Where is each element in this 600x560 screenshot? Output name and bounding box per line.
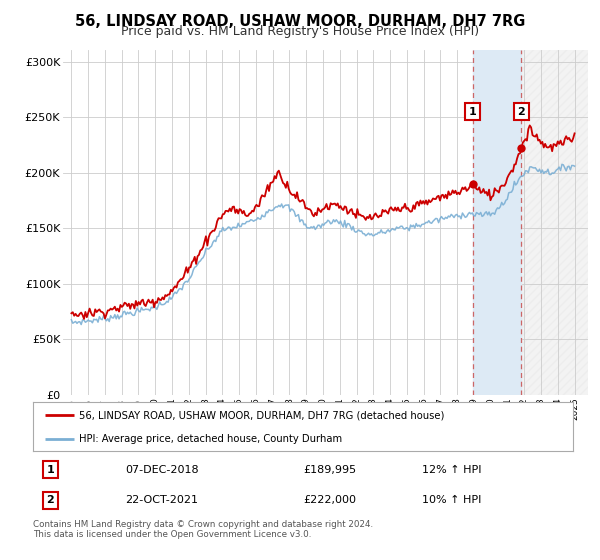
Text: 07-DEC-2018: 07-DEC-2018 [125,465,199,475]
Text: £189,995: £189,995 [303,465,356,475]
Text: Price paid vs. HM Land Registry's House Price Index (HPI): Price paid vs. HM Land Registry's House … [121,25,479,38]
Text: 22-OCT-2021: 22-OCT-2021 [125,495,198,505]
Text: HPI: Average price, detached house, County Durham: HPI: Average price, detached house, Coun… [79,433,342,444]
Text: 1: 1 [469,106,476,116]
Text: 10% ↑ HPI: 10% ↑ HPI [422,495,481,505]
Bar [521,50,588,395]
Text: Contains HM Land Registry data © Crown copyright and database right 2024.
This d: Contains HM Land Registry data © Crown c… [33,520,373,539]
Text: £222,000: £222,000 [303,495,356,505]
Text: 2: 2 [46,495,54,505]
Text: 12% ↑ HPI: 12% ↑ HPI [422,465,481,475]
Text: 2: 2 [518,106,525,116]
Text: 56, LINDSAY ROAD, USHAW MOOR, DURHAM, DH7 7RG (detached house): 56, LINDSAY ROAD, USHAW MOOR, DURHAM, DH… [79,410,444,420]
Bar [473,50,521,395]
Text: 56, LINDSAY ROAD, USHAW MOOR, DURHAM, DH7 7RG: 56, LINDSAY ROAD, USHAW MOOR, DURHAM, DH… [75,14,525,29]
Text: 1: 1 [46,465,54,475]
